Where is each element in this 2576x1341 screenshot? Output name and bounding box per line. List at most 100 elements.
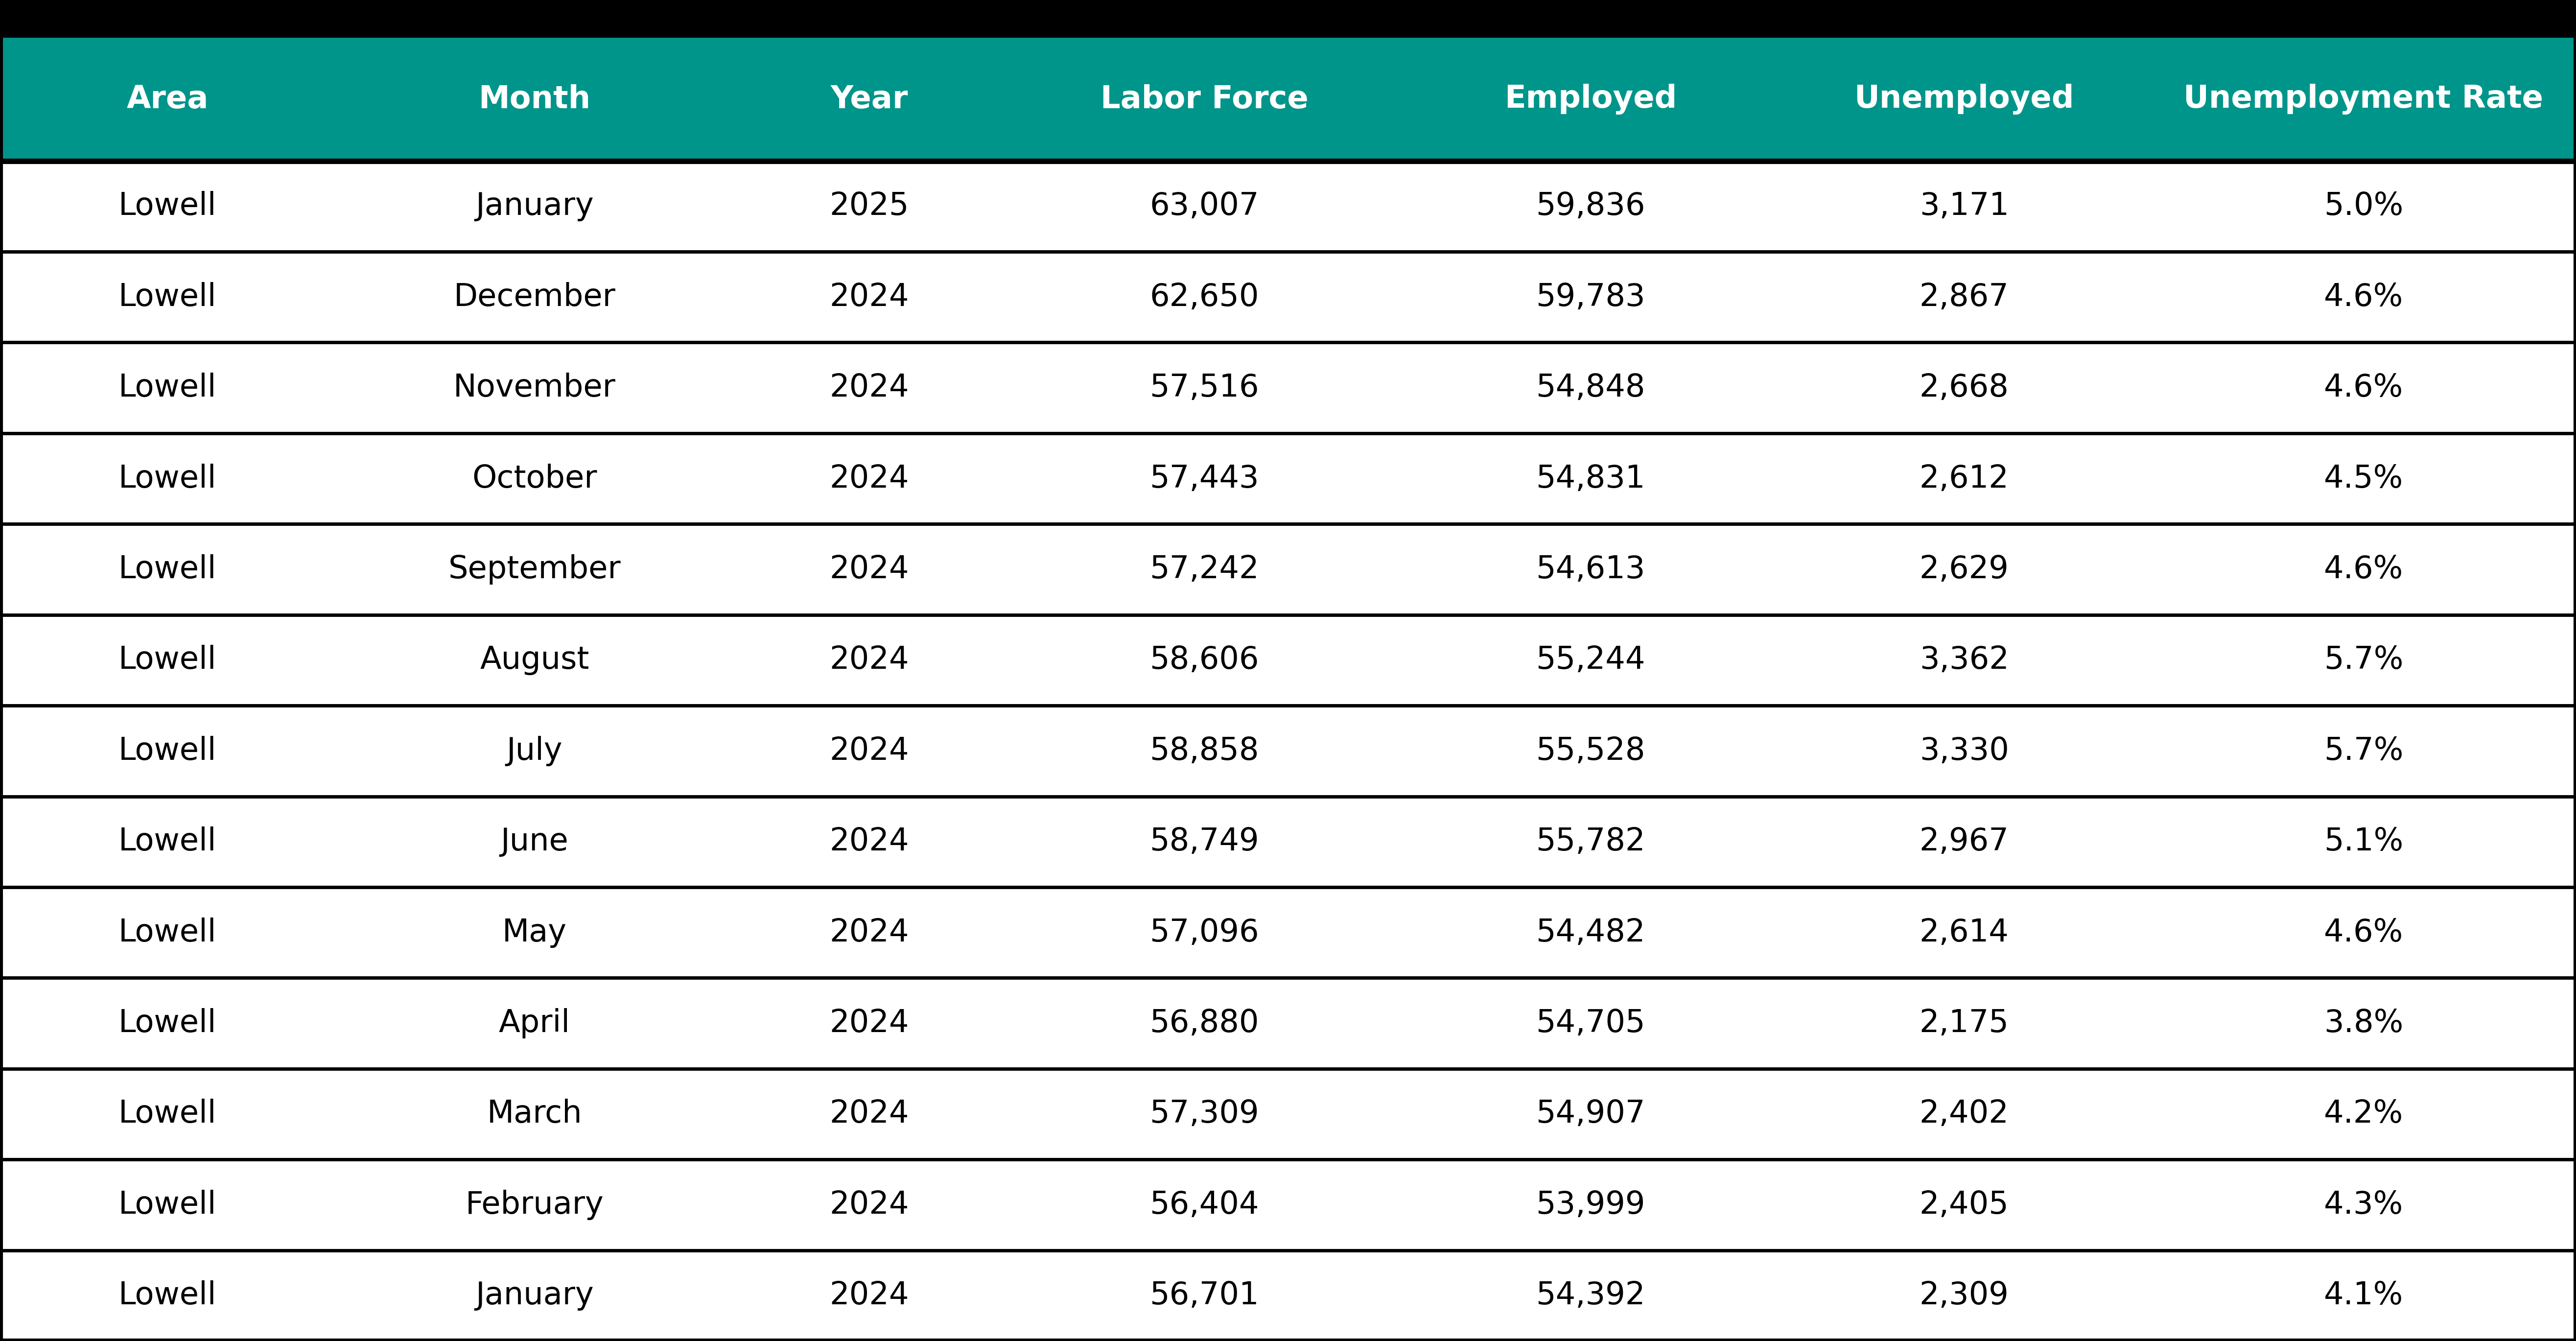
Text: 2024: 2024	[829, 1098, 909, 1129]
Text: 4.3%: 4.3%	[2324, 1189, 2403, 1220]
Text: 2024: 2024	[829, 1189, 909, 1220]
Text: Month: Month	[479, 84, 590, 114]
Text: Lowell: Lowell	[118, 1281, 216, 1310]
Text: 2024: 2024	[829, 826, 909, 857]
Text: April: April	[500, 1008, 569, 1038]
Bar	[0, 342, 2576, 433]
Text: 4.6%: 4.6%	[2324, 917, 2403, 948]
Text: 2,867: 2,867	[1919, 282, 2009, 312]
Text: Unemployment Rate: Unemployment Rate	[2184, 83, 2543, 115]
Text: Lowell: Lowell	[118, 192, 216, 221]
Text: 57,443: 57,443	[1149, 464, 1260, 493]
Text: 2024: 2024	[829, 736, 909, 766]
Text: 62,650: 62,650	[1149, 282, 1260, 312]
Text: 2,175: 2,175	[1919, 1008, 2009, 1038]
Text: 2024: 2024	[829, 282, 909, 312]
Text: 59,836: 59,836	[1535, 192, 1646, 221]
Text: 56,880: 56,880	[1149, 1008, 1260, 1038]
Text: 4.6%: 4.6%	[2324, 282, 2403, 312]
Text: 59,783: 59,783	[1535, 282, 1646, 312]
Text: 3,362: 3,362	[1919, 645, 2009, 676]
Text: 55,244: 55,244	[1535, 645, 1646, 676]
Text: 56,404: 56,404	[1149, 1189, 1260, 1220]
Text: March: March	[487, 1098, 582, 1129]
Text: Lowell: Lowell	[118, 1008, 216, 1038]
Text: Lowell: Lowell	[118, 554, 216, 585]
Bar	[0, 0, 2576, 38]
Text: 58,606: 58,606	[1149, 645, 1260, 676]
Text: 5.7%: 5.7%	[2324, 736, 2403, 766]
Text: January: January	[477, 1281, 592, 1310]
Text: Labor Force: Labor Force	[1100, 84, 1309, 114]
Text: 54,705: 54,705	[1535, 1008, 1646, 1038]
Text: 58,858: 58,858	[1149, 736, 1260, 766]
Bar	[0, 252, 2576, 342]
Text: 2024: 2024	[829, 1281, 909, 1310]
Text: 2,967: 2,967	[1919, 826, 2009, 857]
Bar	[0, 433, 2576, 524]
Text: February: February	[466, 1189, 603, 1220]
Bar	[0, 797, 2576, 888]
Text: 5.7%: 5.7%	[2324, 645, 2403, 676]
Text: 2,405: 2,405	[1919, 1189, 2009, 1220]
Bar	[0, 1069, 2576, 1160]
Text: 57,516: 57,516	[1149, 373, 1260, 404]
Bar	[0, 1160, 2576, 1250]
Text: 2,668: 2,668	[1919, 373, 2009, 404]
Text: 4.6%: 4.6%	[2324, 554, 2403, 585]
Text: October: October	[471, 464, 598, 493]
Bar	[0, 978, 2576, 1069]
Text: 57,309: 57,309	[1149, 1098, 1260, 1129]
Text: 2024: 2024	[829, 1008, 909, 1038]
Text: 56,701: 56,701	[1149, 1281, 1260, 1310]
Text: January: January	[477, 192, 592, 221]
Text: Lowell: Lowell	[118, 282, 216, 312]
Text: 4.2%: 4.2%	[2324, 1098, 2403, 1129]
Text: 2024: 2024	[829, 645, 909, 676]
Text: June: June	[500, 826, 569, 857]
Text: 54,907: 54,907	[1535, 1098, 1646, 1129]
Text: 4.1%: 4.1%	[2324, 1281, 2403, 1310]
Text: Lowell: Lowell	[118, 464, 216, 493]
Text: 57,242: 57,242	[1149, 554, 1260, 585]
Text: Lowell: Lowell	[118, 736, 216, 766]
Bar	[0, 888, 2576, 978]
Bar	[0, 524, 2576, 614]
Text: 54,392: 54,392	[1535, 1281, 1646, 1310]
Text: 58,749: 58,749	[1149, 826, 1260, 857]
Text: 2024: 2024	[829, 464, 909, 493]
Text: 2025: 2025	[829, 192, 909, 221]
Text: 2024: 2024	[829, 373, 909, 404]
Text: 54,482: 54,482	[1535, 917, 1646, 948]
Text: 2024: 2024	[829, 554, 909, 585]
Text: 2,402: 2,402	[1919, 1098, 2009, 1129]
Text: 57,096: 57,096	[1149, 917, 1260, 948]
Text: 55,528: 55,528	[1535, 736, 1646, 766]
Bar	[0, 38, 2576, 161]
Text: 5.0%: 5.0%	[2324, 192, 2403, 221]
Text: 54,613: 54,613	[1535, 554, 1646, 585]
Text: 2,614: 2,614	[1919, 917, 2009, 948]
Text: 54,848: 54,848	[1535, 373, 1646, 404]
Text: Lowell: Lowell	[118, 373, 216, 404]
Text: 54,831: 54,831	[1535, 464, 1646, 493]
Text: 2024: 2024	[829, 917, 909, 948]
Bar	[0, 705, 2576, 797]
Text: 3.8%: 3.8%	[2324, 1008, 2403, 1038]
Text: December: December	[453, 282, 616, 312]
Text: November: November	[453, 373, 616, 404]
Bar	[0, 161, 2576, 252]
Text: Lowell: Lowell	[118, 1189, 216, 1220]
Text: August: August	[479, 645, 590, 676]
Text: September: September	[448, 554, 621, 585]
Text: 53,999: 53,999	[1535, 1189, 1646, 1220]
Text: 3,330: 3,330	[1919, 736, 2009, 766]
Text: Lowell: Lowell	[118, 826, 216, 857]
Text: Lowell: Lowell	[118, 645, 216, 676]
Text: 2,629: 2,629	[1919, 554, 2009, 585]
Text: 2,309: 2,309	[1919, 1281, 2009, 1310]
Text: 63,007: 63,007	[1149, 192, 1260, 221]
Text: Area: Area	[126, 84, 209, 114]
Bar	[0, 1250, 2576, 1341]
Text: 4.6%: 4.6%	[2324, 373, 2403, 404]
